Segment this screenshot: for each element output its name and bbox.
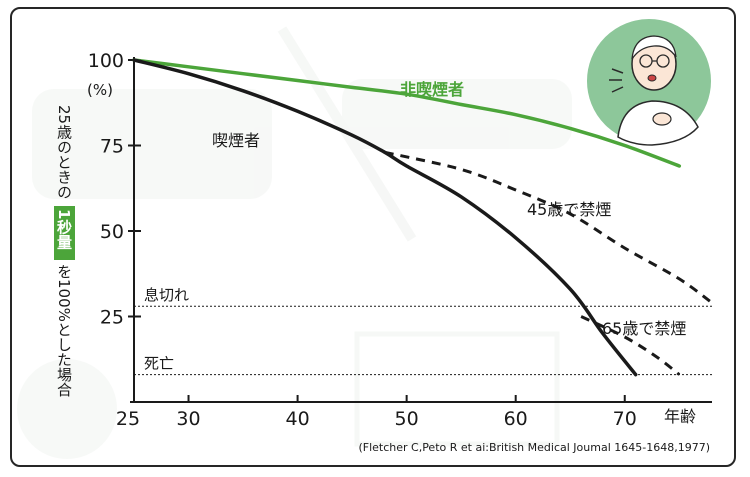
label-nonsmoker: 非喫煙者	[400, 80, 464, 99]
x-tick-label: 70	[613, 408, 637, 430]
label-quit-65: 65歳で禁煙	[602, 319, 686, 338]
y-tick-label: 100	[88, 50, 124, 72]
x-tick-label: 60	[504, 408, 528, 430]
citation: (Fletcher C,Peto R et ai:British Medical…	[358, 441, 710, 454]
x-unit-label: 年齢	[664, 407, 696, 426]
background-decoration	[17, 26, 572, 459]
x-tick-label: 25	[116, 408, 140, 430]
x-tick-label: 30	[176, 408, 200, 430]
reference-line-label: 死亡	[144, 355, 174, 373]
fev1-decline-chart: 25歳のときの 1秒量 を100%とした場合 (%) 年齢 100755025 …	[17, 17, 713, 459]
x-tick-label: 50	[395, 408, 419, 430]
series-lines	[132, 58, 713, 377]
x-ticks: 25 30 40 50 60 70	[116, 395, 637, 430]
y-axis-title: 25歳のときの 1秒量 を100%とした場合	[54, 105, 75, 397]
x-tick-label: 40	[285, 408, 309, 430]
y-axis-title-part1: 25歳のときの	[55, 105, 73, 199]
y-axis-title-highlight-box	[54, 206, 75, 260]
label-quit-45: 45歳で禁煙	[527, 200, 611, 219]
series-line-nonsmoker	[132, 58, 682, 168]
series-line-quit-45	[384, 150, 713, 305]
reference-line-label: 息切れ	[144, 286, 189, 304]
chart-frame: 25歳のときの 1秒量 を100%とした場合 (%) 年齢 100 75 50 25 …	[10, 7, 736, 467]
coughing-elderly-man-icon	[585, 17, 713, 146]
series-line-smoker	[132, 58, 638, 377]
y-axis-title-highlight: 1秒量	[55, 209, 73, 250]
y-tick-label: 75	[100, 136, 124, 158]
y-tick-label: 25	[100, 307, 124, 329]
y-ticks: 100 75 50 25	[88, 50, 141, 329]
label-smoker: 喫煙者	[212, 131, 260, 150]
y-tick-label: 50	[100, 221, 124, 243]
y-unit-label: (%)	[87, 81, 113, 99]
y-axis-title-part2: を100%とした場合	[55, 264, 73, 397]
series-line-quit-65	[580, 315, 681, 376]
